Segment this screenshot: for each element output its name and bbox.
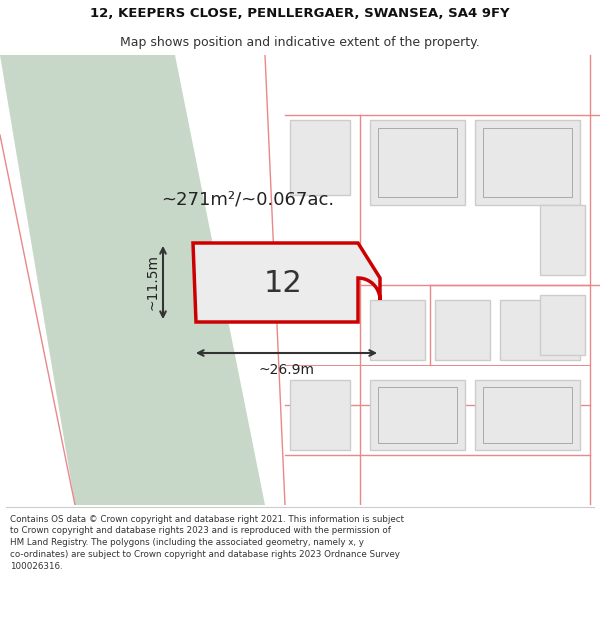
Text: ~11.5m: ~11.5m <box>145 254 159 311</box>
Bar <box>370 120 465 205</box>
Text: ~271m²/~0.067ac.: ~271m²/~0.067ac. <box>161 191 335 209</box>
Text: Contains OS data © Crown copyright and database right 2021. This information is : Contains OS data © Crown copyright and d… <box>10 514 404 571</box>
Bar <box>483 387 572 443</box>
Text: ~26.9m: ~26.9m <box>259 363 314 377</box>
Bar <box>378 387 457 443</box>
Text: 12: 12 <box>263 269 302 298</box>
Bar <box>290 120 350 195</box>
Polygon shape <box>0 55 265 505</box>
Bar <box>290 380 350 450</box>
Bar <box>483 128 572 197</box>
Bar <box>540 205 585 275</box>
Text: Map shows position and indicative extent of the property.: Map shows position and indicative extent… <box>120 36 480 49</box>
Bar <box>540 295 585 355</box>
Bar <box>435 300 490 360</box>
Text: 12, KEEPERS CLOSE, PENLLERGAER, SWANSEA, SA4 9FY: 12, KEEPERS CLOSE, PENLLERGAER, SWANSEA,… <box>90 8 510 20</box>
Bar <box>370 300 425 360</box>
Bar <box>370 380 465 450</box>
Bar <box>500 300 580 360</box>
Bar <box>475 120 580 205</box>
Polygon shape <box>193 243 380 322</box>
Bar <box>475 380 580 450</box>
Bar <box>378 128 457 197</box>
